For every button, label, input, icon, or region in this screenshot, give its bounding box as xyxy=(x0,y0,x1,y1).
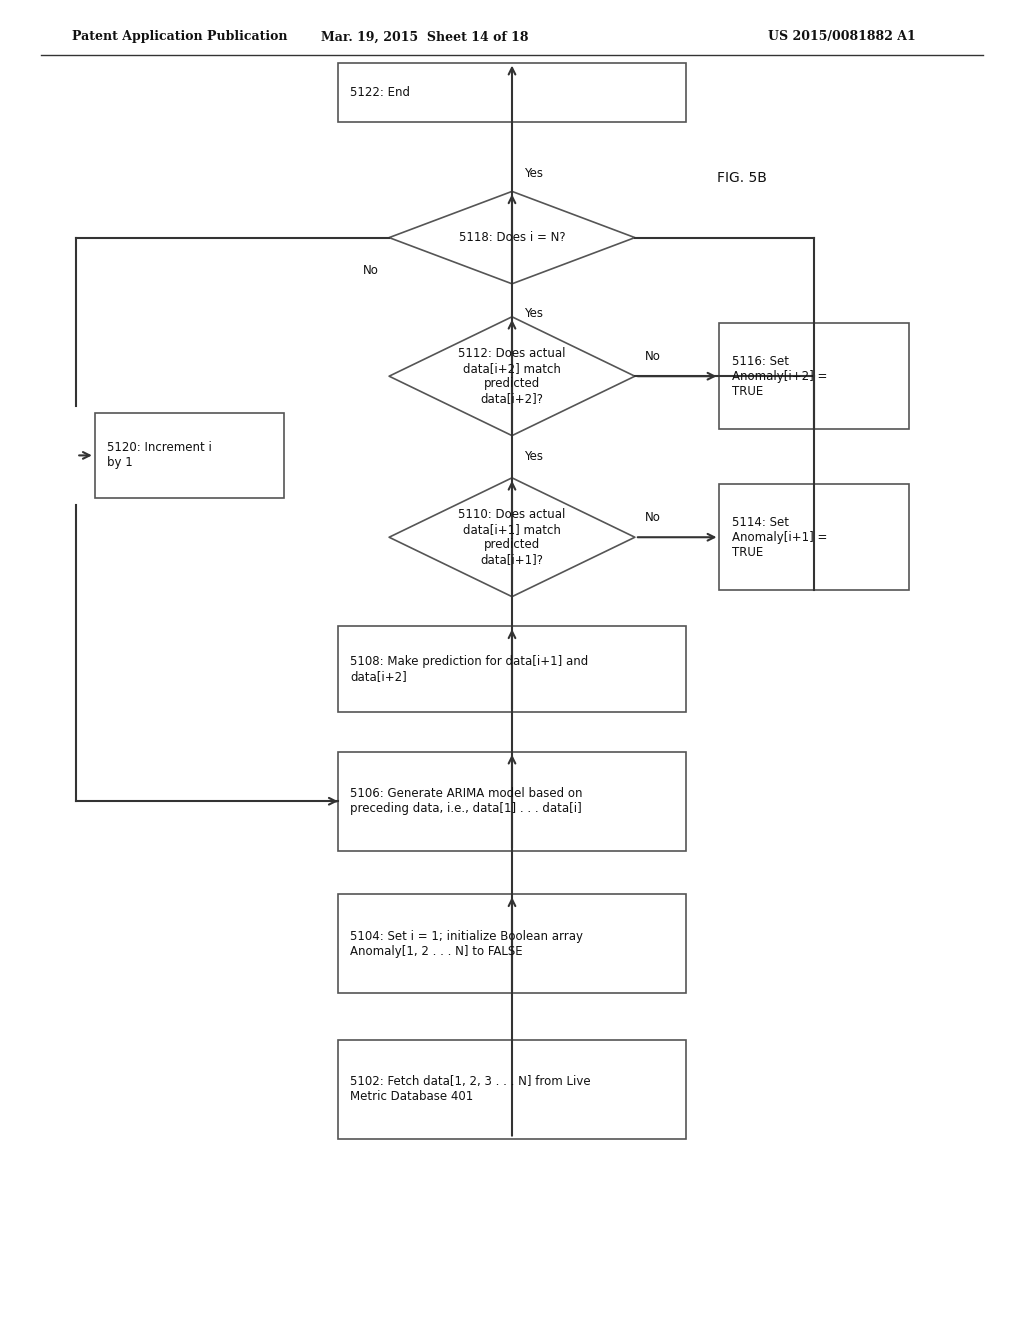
Text: No: No xyxy=(645,350,662,363)
Text: 5114: Set
Anomaly[i+1] =
TRUE: 5114: Set Anomaly[i+1] = TRUE xyxy=(731,516,827,558)
Polygon shape xyxy=(389,478,635,597)
Text: 5106: Generate ARIMA model based on
preceding data, i.e., data[1] . . . data[i]: 5106: Generate ARIMA model based on prec… xyxy=(350,787,583,816)
Text: 5104: Set i = 1; initialize Boolean array
Anomaly[1, 2 . . . N] to FALSE: 5104: Set i = 1; initialize Boolean arra… xyxy=(350,929,584,958)
FancyBboxPatch shape xyxy=(338,62,686,121)
Text: Yes: Yes xyxy=(524,166,544,180)
Text: 5116: Set
Anomaly[i+2] =
TRUE: 5116: Set Anomaly[i+2] = TRUE xyxy=(731,355,827,397)
FancyBboxPatch shape xyxy=(338,1040,686,1138)
Text: Patent Application Publication: Patent Application Publication xyxy=(72,30,287,44)
FancyBboxPatch shape xyxy=(338,895,686,993)
FancyBboxPatch shape xyxy=(338,626,686,713)
Text: Mar. 19, 2015  Sheet 14 of 18: Mar. 19, 2015 Sheet 14 of 18 xyxy=(322,30,528,44)
Text: Yes: Yes xyxy=(524,450,544,463)
Text: No: No xyxy=(362,264,379,277)
Text: 5102: Fetch data[1, 2, 3 . . . N] from Live
Metric Database 401: 5102: Fetch data[1, 2, 3 . . . N] from L… xyxy=(350,1074,591,1104)
Text: Yes: Yes xyxy=(524,308,544,319)
FancyBboxPatch shape xyxy=(719,323,909,429)
Text: 5118: Does i = N?: 5118: Does i = N? xyxy=(459,231,565,244)
Polygon shape xyxy=(389,191,635,284)
Text: 5112: Does actual
data[i+2] match
predicted
data[i+2]?: 5112: Does actual data[i+2] match predic… xyxy=(459,347,565,405)
FancyBboxPatch shape xyxy=(338,751,686,850)
Text: 5120: Increment i
by 1: 5120: Increment i by 1 xyxy=(106,441,212,470)
Text: 5108: Make prediction for data[i+1] and
data[i+2]: 5108: Make prediction for data[i+1] and … xyxy=(350,655,589,684)
Text: FIG. 5B: FIG. 5B xyxy=(717,172,767,185)
Text: 5110: Does actual
data[i+1] match
predicted
data[i+1]?: 5110: Does actual data[i+1] match predic… xyxy=(459,508,565,566)
FancyBboxPatch shape xyxy=(94,412,284,498)
FancyBboxPatch shape xyxy=(719,484,909,590)
Polygon shape xyxy=(389,317,635,436)
Text: No: No xyxy=(645,511,662,524)
Text: US 2015/0081882 A1: US 2015/0081882 A1 xyxy=(768,30,915,44)
Text: 5122: End: 5122: End xyxy=(350,86,411,99)
